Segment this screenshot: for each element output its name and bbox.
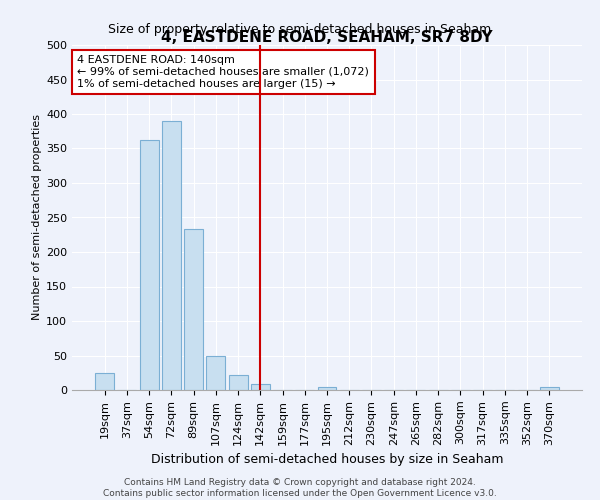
X-axis label: Distribution of semi-detached houses by size in Seaham: Distribution of semi-detached houses by … (151, 453, 503, 466)
Bar (95, 373, 114, 390)
Bar (206, 356, 225, 390)
Bar (317, 386, 337, 390)
Bar (540, 386, 559, 390)
Bar (140, 140, 158, 390)
Text: Size of property relative to semi-detached houses in Seaham: Size of property relative to semi-detach… (109, 22, 491, 36)
Bar (229, 375, 248, 390)
Text: Contains HM Land Registry data © Crown copyright and database right 2024.
Contai: Contains HM Land Registry data © Crown c… (103, 478, 497, 498)
Title: 4, EASTDENE ROAD, SEAHAM, SR7 8DY: 4, EASTDENE ROAD, SEAHAM, SR7 8DY (161, 30, 493, 45)
Bar (184, 229, 203, 390)
Bar (251, 384, 270, 390)
Text: 4 EASTDENE ROAD: 140sqm
← 99% of semi-detached houses are smaller (1,072)
1% of : 4 EASTDENE ROAD: 140sqm ← 99% of semi-de… (77, 56, 369, 88)
Bar (162, 121, 181, 390)
Y-axis label: Number of semi-detached properties: Number of semi-detached properties (32, 114, 42, 320)
